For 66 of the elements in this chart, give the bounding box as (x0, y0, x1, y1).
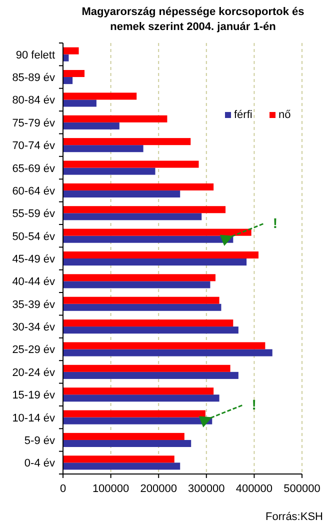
bar (63, 274, 216, 282)
y-tick-label: 50-54 év (12, 230, 56, 243)
bar (63, 349, 272, 356)
bar (63, 160, 199, 168)
bar (63, 115, 168, 122)
legend-label: férfi (234, 109, 252, 121)
y-tick-label: 65-69 év (12, 162, 56, 175)
y-tick-label: 75-79 év (12, 117, 56, 130)
y-tick-label: 0-4 év (24, 458, 56, 470)
x-tick-label: 100000 (92, 483, 130, 495)
bar (63, 462, 180, 470)
bar (63, 251, 258, 258)
bar (63, 213, 202, 220)
y-tick-label: 30-34 év (12, 322, 56, 334)
chart-title: Magyarország népessége korcsoportok és nemek szerint 2004. január 1-én (82, 6, 304, 33)
text: Forrás:KSH (266, 511, 324, 523)
bar (63, 206, 226, 214)
bar (63, 281, 210, 288)
bar (63, 432, 184, 440)
bar (63, 296, 220, 304)
bar (63, 168, 156, 175)
y-tick-label: 20-24 év (12, 366, 56, 379)
annotation: ! (272, 214, 278, 231)
bar (63, 304, 222, 311)
bar (63, 228, 252, 236)
y-tick-label: 10-14 év (12, 412, 56, 424)
bar (63, 326, 238, 334)
bar (63, 183, 214, 190)
bar (63, 145, 144, 152)
x-tick-label: 0 (60, 483, 66, 495)
bar (63, 372, 238, 379)
y-tick-label: 25-29 év (12, 344, 56, 356)
y-tick-label: 35-39 év (12, 298, 56, 311)
y-tick-label: 85-89 év (12, 72, 56, 84)
annotation: ! (252, 396, 256, 412)
y-tick-label: 40-44 év (12, 276, 56, 288)
bar (63, 258, 247, 266)
bar (63, 388, 214, 395)
x-tick-label: 500000 (284, 483, 320, 495)
y-tick-label: 80-84 év (12, 94, 56, 107)
y-tick-label: 15-19 év (12, 390, 56, 402)
bar (63, 100, 96, 107)
bar (63, 47, 79, 54)
bar (63, 342, 266, 350)
y-tick-label: 90 felett (16, 49, 55, 62)
x-tick-label: 200000 (140, 483, 177, 495)
bar (63, 77, 73, 84)
bar (63, 190, 180, 198)
x-tick-label: 300000 (188, 483, 225, 495)
y-tick-label: 5-9 év (24, 434, 56, 447)
y-tick-label: 45-49 év (12, 254, 56, 266)
bar (63, 440, 192, 448)
y-tick-label: 70-74 év (12, 140, 56, 152)
y-tick-label: 55-59 év (12, 208, 56, 220)
bar (63, 320, 234, 327)
bar (63, 410, 206, 418)
bar (63, 122, 120, 130)
bar (63, 92, 137, 100)
y-tick-label: 60-64 év (12, 185, 56, 198)
bar (63, 138, 191, 146)
bar (63, 456, 174, 463)
x-tick-label: 400000 (236, 483, 273, 495)
bar (63, 70, 85, 78)
bar (63, 394, 220, 402)
bar (63, 364, 230, 372)
legend-label: nő (278, 109, 291, 121)
